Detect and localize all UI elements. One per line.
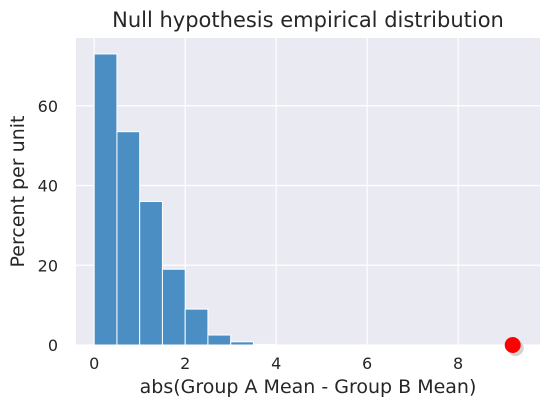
x-tick-label: 2 (180, 354, 190, 373)
observed-point (504, 337, 521, 353)
grid-lines (76, 38, 540, 346)
histogram-bar (207, 334, 232, 346)
histogram-bar (139, 200, 163, 346)
x-tick-label: 0 (89, 354, 99, 373)
histogram-bars (93, 53, 277, 346)
x-axis-ticks: 0 2 4 6 8 (89, 354, 463, 373)
chart-title: Null hypothesis empirical distribution (112, 8, 504, 32)
y-axis-ticks: 0 20 40 60 (38, 97, 58, 355)
x-tick-label: 8 (453, 354, 463, 373)
y-axis-label: Percent per unit (7, 116, 29, 268)
y-tick-label: 60 (38, 97, 58, 116)
histogram-bar (161, 268, 186, 346)
y-tick-label: 20 (38, 256, 58, 275)
x-axis-label: abs(Group A Mean - Group B Mean) (140, 376, 477, 398)
histogram-bar (116, 131, 141, 346)
histogram-bar (93, 53, 118, 346)
y-tick-label: 0 (48, 336, 58, 355)
observed-value-marker (504, 337, 524, 356)
x-tick-label: 4 (271, 354, 281, 373)
y-tick-label: 40 (38, 177, 58, 196)
histogram-bar (184, 308, 209, 346)
histogram-bar (230, 341, 254, 346)
x-tick-label: 6 (362, 354, 372, 373)
histogram-bar (252, 343, 277, 346)
